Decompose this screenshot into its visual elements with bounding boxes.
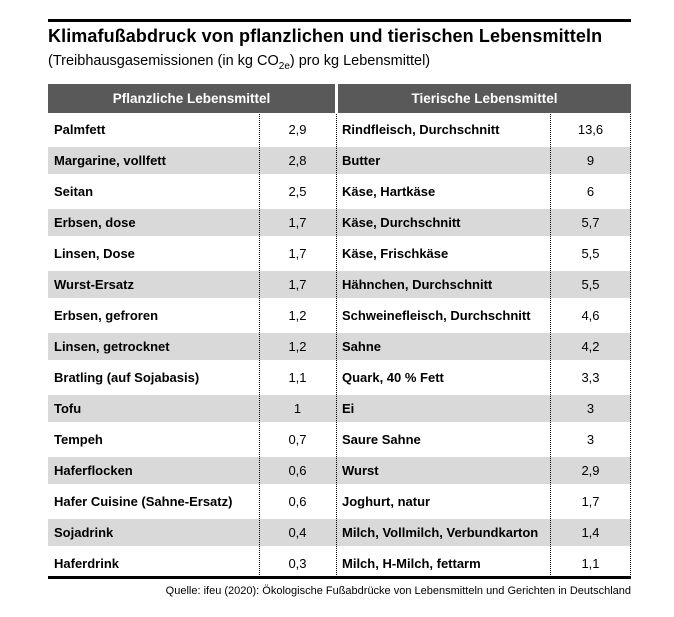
- plant-food-value-cell: 1,7: [288, 246, 307, 261]
- animal-food-value-cell: 3: [586, 432, 595, 447]
- animal-food-name-cell: Hähnchen, Durchschnitt: [342, 277, 493, 292]
- animal-food-value-cell: 5,5: [581, 277, 600, 292]
- animal-food-value-cell: 6: [586, 184, 595, 199]
- animal-food-name-cell: Schweinefleisch, Durchschnitt: [342, 308, 531, 323]
- column-header-animal-foods: Tierische Lebensmittel: [338, 84, 631, 113]
- animal-food-value-cell: 13,6: [577, 122, 604, 137]
- footprint-table: Pflanzliche Lebensmittel Tierische Leben…: [48, 84, 631, 579]
- plant-food-name-cell: Haferdrink: [54, 556, 120, 571]
- table-row: Linsen, Dose 1,7 Käse, Frischkäse 5,5: [48, 238, 631, 269]
- animal-food-name-cell: Käse, Durchschnitt: [342, 215, 461, 230]
- page-subtitle: (Treibhausgasemissionen (in kg CO2e) pro…: [48, 53, 430, 72]
- plant-food-name-cell: Palmfett: [54, 122, 106, 137]
- animal-food-value-cell: 2,9: [581, 463, 600, 478]
- animal-food-name-cell: Milch, Vollmilch, Verbundkarton: [342, 525, 539, 540]
- plant-food-name-cell: Seitan: [54, 184, 94, 199]
- table-row: Linsen, getrocknet 1,2 Sahne 4,2: [48, 331, 631, 362]
- table-row: Margarine, vollfett 2,8 Butter 9: [48, 145, 631, 176]
- table-header-row: Pflanzliche Lebensmittel Tierische Leben…: [48, 84, 631, 113]
- animal-food-name-cell: Ei: [342, 401, 355, 416]
- table-row: Wurst-Ersatz 1,7 Hähnchen, Durchschnitt 5,5: [48, 269, 631, 300]
- plant-food-value-cell: 2,5: [288, 184, 307, 199]
- plant-food-name-cell: Erbsen, gefroren: [54, 308, 159, 323]
- animal-food-name-cell: Rindfleisch, Durchschnitt: [342, 122, 500, 137]
- plant-food-value-cell: 1,1: [288, 370, 307, 385]
- table-row: Erbsen, dose 1,7 Käse, Durchschnitt 5,7: [48, 207, 631, 238]
- plant-food-value-cell: 0,4: [288, 525, 307, 540]
- table-row: Erbsen, gefroren 1,2 Schweinefleisch, Durc…: [48, 300, 631, 331]
- animal-food-name-cell: Quark, 40 % Fett: [342, 370, 444, 385]
- plant-food-name-cell: Tofu: [54, 401, 82, 416]
- plant-food-value-cell: 2,8: [288, 153, 307, 168]
- plant-food-name-cell: Margarine, vollfett: [54, 153, 166, 168]
- table-row: Haferflocken 0,6 Wurst 2,9: [48, 455, 631, 486]
- animal-food-name-cell: Saure Sahne: [342, 432, 421, 447]
- animal-food-value-cell: 1,4: [581, 525, 600, 540]
- plant-food-name-cell: Hafer Cuisine (Sahne-Ersatz): [54, 494, 233, 509]
- animal-food-name-cell: Joghurt, natur: [342, 494, 431, 509]
- animal-food-value-cell: 3,3: [581, 370, 600, 385]
- plant-food-value-cell: 0,6: [288, 494, 307, 509]
- table-row: Seitan 2,5 Käse, Hartkäse 6: [48, 176, 631, 207]
- source-citation: Quelle: ifeu (2020): Ökologische Fußabdr…: [165, 585, 631, 597]
- table-row: Palmfett 2,9 Rindfleisch, Durchschnitt 13,6: [48, 114, 631, 145]
- plant-food-name-cell: Bratling (auf Sojabasis): [54, 370, 200, 385]
- plant-food-value-cell: 0,6: [288, 463, 307, 478]
- subtitle-subscript: 2e: [278, 60, 290, 72]
- animal-food-value-cell: 3: [586, 401, 595, 416]
- plant-food-name-cell: Linsen, getrocknet: [54, 339, 170, 354]
- subtitle-prefix: (Treibhausgasemissionen (in kg CO: [48, 53, 279, 69]
- plant-food-name-cell: Sojadrink: [54, 525, 114, 540]
- animal-food-value-cell: 5,7: [581, 215, 600, 230]
- animal-food-name-cell: Wurst: [342, 463, 379, 478]
- table-row: Sojadrink 0,4 Milch, Vollmilch, Verbundkar…: [48, 517, 631, 548]
- animal-food-name-cell: Käse, Hartkäse: [342, 184, 436, 199]
- plant-food-value-cell: 2,9: [288, 122, 307, 137]
- column-header-plant-foods: Pflanzliche Lebensmittel: [48, 84, 335, 113]
- animal-food-name-cell: Milch, H-Milch, fettarm: [342, 556, 481, 571]
- plant-food-name-cell: Wurst-Ersatz: [54, 277, 134, 292]
- plant-food-name-cell: Erbsen, dose: [54, 215, 136, 230]
- animal-food-value-cell: 4,2: [581, 339, 600, 354]
- plant-food-name-cell: Haferflocken: [54, 463, 133, 478]
- animal-food-name-cell: Sahne: [342, 339, 382, 354]
- animal-food-name-cell: Butter: [342, 153, 381, 168]
- animal-food-value-cell: 9: [586, 153, 595, 168]
- subtitle-suffix: ) pro kg Lebensmittel): [289, 53, 431, 69]
- plant-food-value-cell: 1: [293, 401, 302, 416]
- table-body: Palmfett 2,9 Rindfleisch, Durchschnitt 13,6…: [48, 114, 631, 579]
- animal-food-name-cell: Käse, Frischkäse: [342, 246, 449, 261]
- table-row: Hafer Cuisine (Sahne-Ersatz) 0,6 Joghurt, …: [48, 486, 631, 517]
- table-row: Bratling (auf Sojabasis) 1,1 Quark, 40 % F…: [48, 362, 631, 393]
- plant-food-value-cell: 1,7: [288, 277, 307, 292]
- top-rule: [48, 19, 631, 22]
- animal-food-value-cell: 4,6: [581, 308, 600, 323]
- plant-food-value-cell: 1,2: [288, 339, 307, 354]
- plant-food-name-cell: Tempeh: [54, 432, 103, 447]
- animal-food-value-cell: 1,7: [581, 494, 600, 509]
- bottom-rule: [48, 576, 631, 579]
- plant-food-name-cell: Linsen, Dose: [54, 246, 135, 261]
- animal-food-value-cell: 5,5: [581, 246, 600, 261]
- plant-food-value-cell: 1,7: [288, 215, 307, 230]
- table-row: Tofu 1 Ei 3: [48, 393, 631, 424]
- page-title: Klimafußabdruck von pflanzlichen und tie…: [48, 26, 603, 46]
- plant-food-value-cell: 0,3: [288, 556, 307, 571]
- table-row: Haferdrink 0,3 Milch, H-Milch, fettarm 1,1: [48, 548, 631, 579]
- plant-food-value-cell: 1,2: [288, 308, 307, 323]
- table-row: Tempeh 0,7 Saure Sahne 3: [48, 424, 631, 455]
- plant-food-value-cell: 0,7: [288, 432, 307, 447]
- animal-food-value-cell: 1,1: [581, 556, 600, 571]
